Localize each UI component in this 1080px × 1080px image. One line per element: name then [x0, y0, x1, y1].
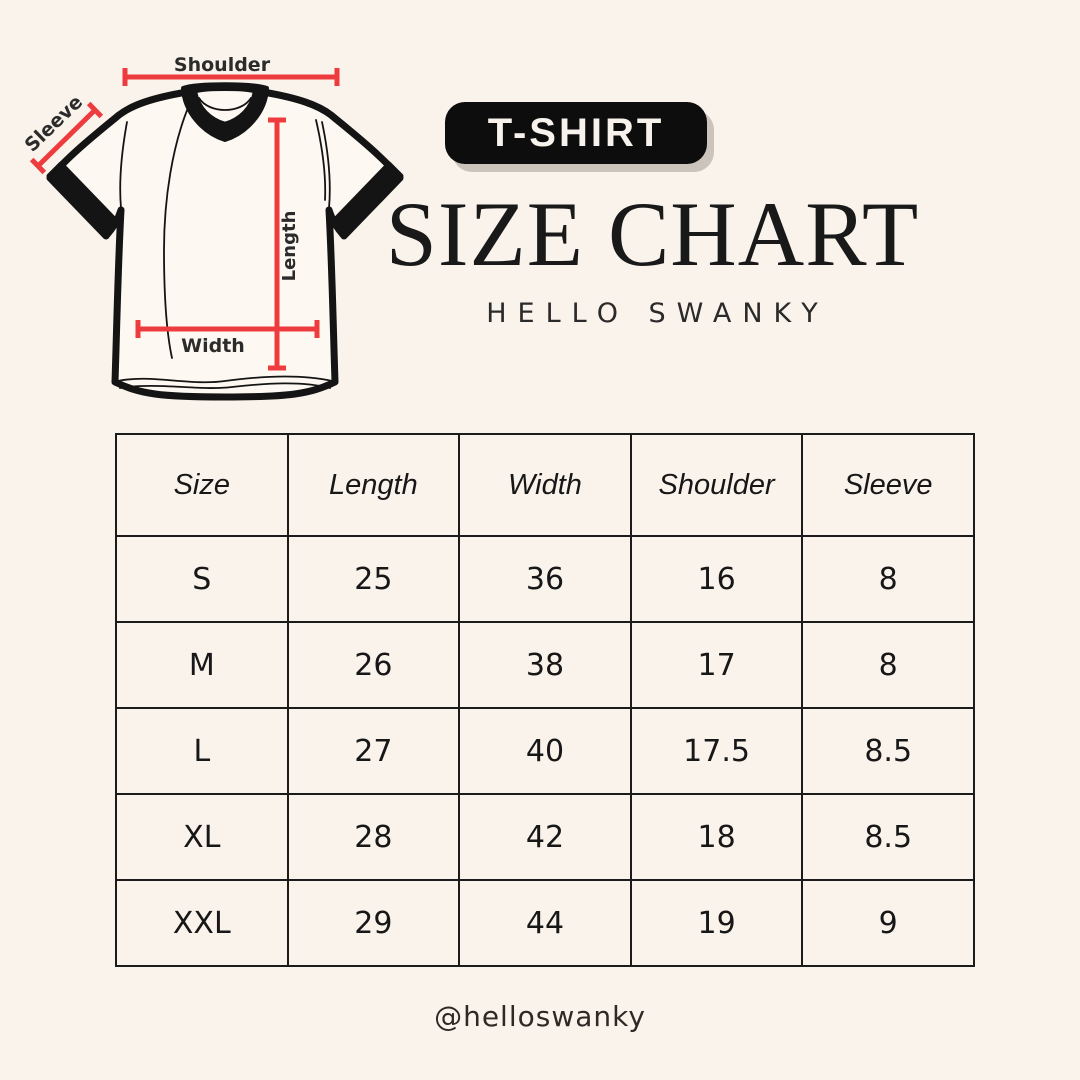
- header-cell-width: Width: [458, 433, 632, 537]
- header-cell-shoulder: Shoulder: [629, 433, 804, 537]
- table-row: S 25 36 16 8: [115, 535, 975, 623]
- width-cell: 40: [458, 707, 632, 795]
- size-cell: M: [115, 621, 289, 709]
- tshirt-badge-label: T-SHIRT: [487, 110, 665, 155]
- size-cell: XL: [115, 793, 289, 881]
- tshirt-badge: T-SHIRT: [445, 102, 707, 164]
- left-cuff: [46, 161, 121, 238]
- table-row: XXL 29 44 19 9: [115, 879, 975, 967]
- width-cell: 44: [458, 879, 632, 967]
- shoulder-cell: 18: [629, 793, 804, 881]
- sleeve-cell: 8.5: [801, 707, 975, 795]
- size-cell: S: [115, 535, 289, 623]
- length-cell: 27: [286, 707, 461, 795]
- shoulder-cell: 16: [629, 535, 804, 623]
- table-row: XL 28 42 18 8.5: [115, 793, 975, 881]
- shoulder-dimension-line: [122, 68, 340, 86]
- dimension-lines: [29, 68, 340, 371]
- length-cell: 29: [286, 879, 461, 967]
- width-dimension-line: [135, 320, 320, 338]
- header-cell-sleeve: Sleeve: [801, 433, 975, 537]
- length-cell: 28: [286, 793, 461, 881]
- width-dimension-label: Width: [181, 335, 245, 357]
- sleeve-cell: 8: [801, 535, 975, 623]
- header-cell-size: Size: [115, 433, 289, 537]
- table-row: M 26 38 17 8: [115, 621, 975, 709]
- size-cell: L: [115, 707, 289, 795]
- sleeve-cell: 8: [801, 621, 975, 709]
- sleeve-cell: 8.5: [801, 793, 975, 881]
- shoulder-cell: 17: [629, 621, 804, 709]
- brand-name: HELLO SWANKY: [486, 298, 829, 329]
- shoulder-cell: 19: [629, 879, 804, 967]
- length-dimension-label: Length: [279, 211, 300, 282]
- social-handle: @helloswanky: [434, 1000, 646, 1033]
- tshirt-illustration: Shoulder Sleeve Length Width: [21, 54, 404, 401]
- width-cell: 36: [458, 535, 632, 623]
- sleeve-dimension-line: [29, 101, 104, 175]
- size-cell: XXL: [115, 879, 289, 967]
- right-cuff: [329, 161, 404, 238]
- shoulder-dimension-label: Shoulder: [174, 54, 271, 76]
- collar-seam-line: [198, 97, 252, 111]
- sleeve-cell: 9: [801, 879, 975, 967]
- table-row: L 27 40 17.5 8.5: [115, 707, 975, 795]
- shoulder-cell: 17.5: [629, 707, 804, 795]
- table-header-row: Size Length Width Shoulder Sleeve: [115, 433, 975, 537]
- width-cell: 42: [458, 793, 632, 881]
- collar-opening: [194, 88, 256, 125]
- length-cell: 26: [286, 621, 461, 709]
- page-title: SIZE CHART: [385, 183, 920, 285]
- size-table: Size Length Width Shoulder Sleeve S 25 3…: [115, 433, 975, 967]
- header-cell-length: Length: [286, 433, 461, 537]
- length-cell: 25: [286, 535, 461, 623]
- width-cell: 38: [458, 621, 632, 709]
